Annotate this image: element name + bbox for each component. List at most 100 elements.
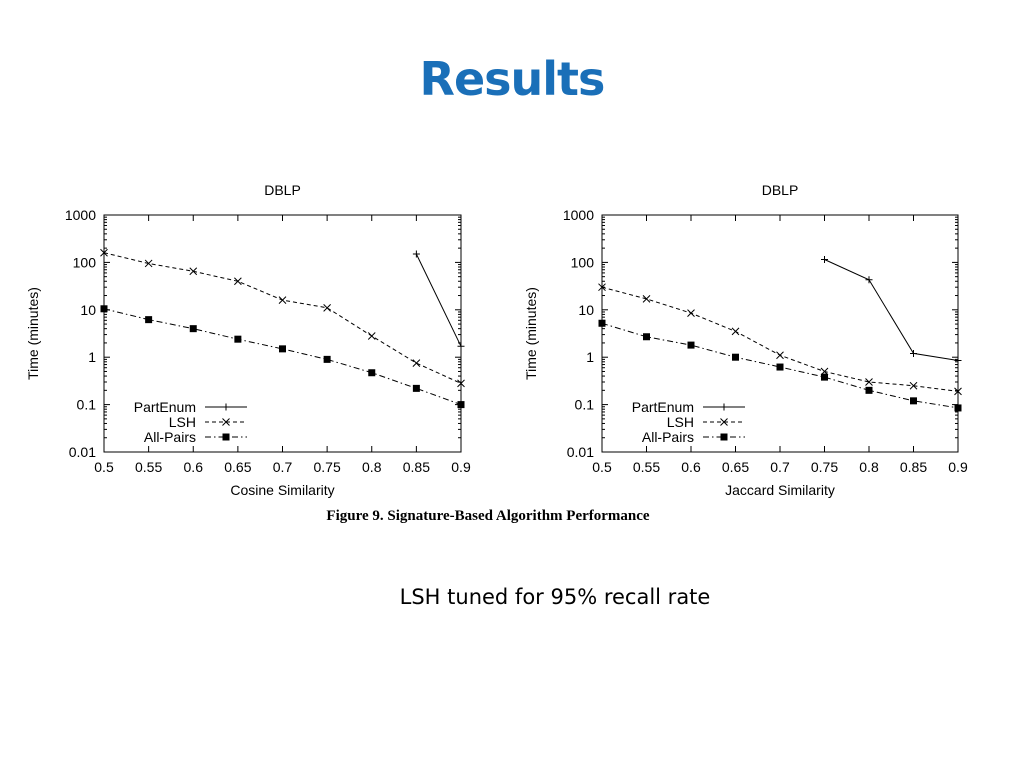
- chart1-legend-marker-lsh: [222, 418, 230, 426]
- chart1-xlabel: Cosine Similarity: [230, 482, 334, 498]
- chart2-xtick-label: 0.85: [900, 459, 927, 475]
- chart2-point-all-pairs: [643, 333, 650, 341]
- chart1-xtick-label: 0.9: [451, 459, 471, 475]
- chart2-legend-label-lsh: LSH: [667, 414, 694, 430]
- figure-caption: Figure 9. Signature-Based Algorithm Perf…: [326, 508, 650, 524]
- chart2-xlabel: Jaccard Similarity: [725, 482, 835, 498]
- chart1-series-markers-all-pairs: [100, 305, 465, 409]
- chart1-xtick-label: 0.65: [224, 459, 251, 475]
- chart2-point-all-pairs: [821, 373, 828, 381]
- chart2-series-markers-all-pairs: [598, 319, 962, 412]
- chart2-point-all-pairs: [865, 386, 873, 394]
- chart2-point-all-pairs: [954, 404, 962, 412]
- chart1-point-partenum: [457, 342, 465, 350]
- chart2-ytick-label: 100: [571, 254, 595, 270]
- chart2-ylabel: Time (minutes): [523, 287, 539, 380]
- chart1-xtick-label: 0.55: [135, 459, 162, 475]
- chart1-point-all-pairs: [189, 325, 197, 333]
- chart1-ytick-label: 10: [80, 302, 96, 318]
- chart1-point-all-pairs: [457, 401, 465, 409]
- chart1-series-line-partenum: [415, 253, 462, 347]
- chart2-ytick-label: 0.01: [567, 444, 594, 460]
- chart1-xtick-label: 0.8: [362, 459, 382, 475]
- chart1-legend-marker-partenum: [222, 403, 230, 411]
- chart2-xtick-label: 0.55: [633, 459, 660, 475]
- chart1-xtick-label: 0.7: [273, 459, 293, 475]
- chart1-point-all-pairs: [323, 355, 331, 363]
- chart2-point-all-pairs: [732, 353, 739, 361]
- chart2-point-all-pairs: [598, 319, 606, 327]
- chart1-series-line-all-pairs: [103, 308, 462, 406]
- chart2-ytick-label: 10: [578, 302, 594, 318]
- chart2-series-markers-partenum: [821, 256, 962, 365]
- chart1-point-lsh: [412, 359, 421, 367]
- chart2-xtick-label: 0.7: [770, 459, 790, 475]
- chart1-point-lsh: [323, 303, 331, 312]
- chart2-xtick-label: 0.9: [948, 459, 968, 475]
- chart1-point-all-pairs: [368, 369, 376, 377]
- chart1-xtick-label: 0.5: [94, 459, 114, 475]
- chart1-plot-frame: [103, 214, 462, 453]
- chart1-legend-label-all-pairs: All-Pairs: [144, 429, 196, 445]
- chart2-legend-label-partenum: PartEnum: [632, 399, 694, 415]
- chart1-legend-label-lsh: LSH: [169, 414, 196, 430]
- chart2-series-markers-lsh: [598, 283, 962, 396]
- chart1-point-lsh: [278, 296, 287, 304]
- slide-title: Results: [419, 52, 606, 106]
- chart1-xtick-label: 0.75: [314, 459, 341, 475]
- chart1-point-partenum: [412, 250, 420, 258]
- chart2-point-lsh: [687, 309, 695, 317]
- chart1-point-lsh: [189, 267, 198, 276]
- chart1-series-markers-partenum: [412, 250, 465, 350]
- chart2-point-partenum: [954, 357, 962, 365]
- chart1-xtick-label: 0.85: [403, 459, 430, 475]
- chart1-legend-marker-all-pairs: [222, 433, 230, 441]
- chart1-legend-marker-all-pairs: [222, 433, 230, 441]
- chart2-legend-label-all-pairs: All-Pairs: [642, 429, 694, 445]
- chart2-ytick-label: 1: [586, 349, 594, 365]
- chart1-ytick-label: 1000: [65, 207, 96, 223]
- chart1-point-lsh: [234, 277, 242, 286]
- chart1-legend-marker-lsh: [222, 418, 230, 426]
- chart1-ytick-label: 0.1: [77, 397, 97, 413]
- chart2-point-partenum: [865, 276, 873, 284]
- chart1-point-lsh: [367, 332, 376, 340]
- chart2-xtick-label: 0.6: [681, 459, 701, 475]
- chart2-legend-marker-partenum: [720, 403, 728, 411]
- chart2-legend-marker-partenum: [720, 403, 728, 411]
- chart2-legend-marker-all-pairs: [720, 433, 728, 441]
- chart2-point-all-pairs: [776, 363, 784, 371]
- chart2-point-lsh: [954, 387, 962, 396]
- chart2-ytick-label: 1000: [563, 207, 594, 223]
- chart1-point-lsh: [457, 379, 465, 388]
- chart1-legend-marker-partenum: [222, 403, 230, 411]
- chart1-legend-label-partenum: PartEnum: [134, 399, 196, 415]
- chart1-point-all-pairs: [100, 305, 108, 313]
- chart1-ylabel: Time (minutes): [25, 287, 41, 380]
- chart1-point-all-pairs: [234, 335, 242, 343]
- chart2-point-lsh: [642, 295, 651, 303]
- chart2-point-all-pairs: [687, 341, 695, 349]
- chart2-plot-frame: [601, 214, 959, 453]
- chart1-series-markers-lsh: [100, 248, 465, 388]
- chart2-point-lsh: [865, 378, 873, 386]
- chart2-point-partenum: [910, 349, 917, 357]
- chart2-point-all-pairs: [910, 397, 917, 405]
- chart2-legend-marker-all-pairs: [720, 433, 728, 441]
- chart2-xtick-label: 0.75: [811, 459, 838, 475]
- chart1-ytick-label: 100: [73, 254, 97, 270]
- chart1-point-lsh: [100, 248, 108, 257]
- chart2-legend-marker-lsh: [720, 418, 728, 426]
- chart2-series-line-partenum: [824, 259, 959, 361]
- chart1-point-all-pairs: [145, 316, 153, 324]
- chart1-ytick-label: 0.01: [69, 444, 96, 460]
- chart2-legend-marker-lsh: [720, 418, 728, 426]
- chart2-title: DBLP: [762, 182, 799, 198]
- chart2-xtick-label: 0.65: [722, 459, 749, 475]
- chart2-point-partenum: [821, 256, 828, 264]
- chart2-point-lsh: [776, 351, 784, 360]
- chart1-ytick-label: 1: [88, 349, 96, 365]
- chart2-ytick-label: 0.1: [575, 397, 595, 413]
- chart1-title: DBLP: [264, 182, 301, 198]
